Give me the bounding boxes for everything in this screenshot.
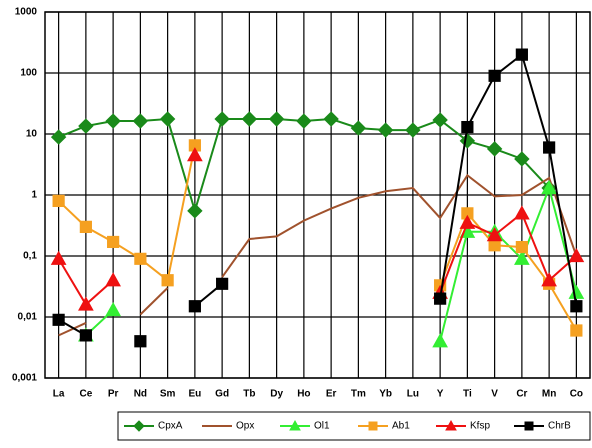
x-tick-label: Y — [437, 389, 444, 400]
y-tick-label: 10 — [26, 129, 38, 140]
marker — [486, 141, 503, 157]
marker — [187, 203, 203, 219]
legend-box — [117, 411, 591, 441]
marker — [107, 235, 120, 249]
legend-label: ChrB — [548, 421, 571, 432]
marker — [568, 247, 585, 263]
marker — [434, 292, 447, 305]
marker — [570, 300, 583, 313]
legend-label: CpxA — [158, 421, 183, 432]
marker — [214, 111, 230, 127]
marker — [514, 151, 530, 167]
x-tick-label: Gd — [215, 389, 229, 400]
y-tick-label: 1000 — [15, 7, 38, 18]
marker — [159, 111, 176, 127]
x-tick-label: Ce — [79, 389, 92, 400]
legend-label: Ab1 — [392, 421, 410, 432]
marker — [432, 112, 448, 128]
legend: CpxA Opx Ol1 Ab1 Kfsp ChrB — [117, 411, 591, 441]
legend-label: Ol1 — [314, 421, 330, 432]
marker — [187, 147, 203, 162]
marker — [459, 214, 476, 229]
marker — [132, 113, 149, 129]
y-tick-label: 100 — [20, 68, 37, 79]
marker — [268, 111, 285, 127]
marker — [134, 252, 147, 265]
x-tick-label: Pr — [108, 389, 119, 400]
marker — [515, 240, 528, 254]
legend-marker — [133, 420, 145, 432]
marker — [488, 69, 501, 82]
marker — [515, 48, 528, 61]
y-tick-label: 0,1 — [23, 251, 37, 262]
marker — [461, 120, 474, 134]
legend-marker — [289, 419, 301, 431]
series-line — [58, 173, 578, 337]
legend-label: Opx — [236, 421, 254, 432]
x-tick-label: La — [53, 389, 65, 400]
marker — [134, 335, 147, 348]
marker — [514, 205, 530, 220]
marker — [161, 274, 174, 287]
legend-marker — [524, 421, 534, 431]
marker — [79, 220, 92, 233]
marker — [405, 122, 421, 138]
marker — [541, 272, 557, 287]
legend-label: Kfsp — [470, 421, 490, 432]
marker — [241, 111, 258, 127]
marker — [105, 113, 121, 129]
marker — [79, 329, 92, 342]
marker — [105, 302, 121, 317]
marker — [323, 111, 339, 127]
x-tick-label: Yb — [379, 389, 392, 400]
x-tick-label: Er — [326, 389, 337, 400]
x-tick-label: Cr — [516, 389, 527, 400]
marker — [570, 324, 583, 337]
y-tick-label: 0,001 — [12, 373, 37, 384]
y-tick-label: 0,01 — [18, 312, 38, 323]
marker — [432, 333, 448, 348]
marker — [188, 300, 201, 313]
marker — [568, 284, 585, 299]
marker — [461, 207, 474, 220]
marker — [105, 272, 121, 287]
y-tick-label: 1 — [31, 190, 37, 201]
marker — [488, 239, 501, 252]
legend-marker — [368, 421, 378, 431]
marker — [541, 180, 557, 195]
marker — [52, 194, 65, 208]
x-tick-label: Co — [570, 389, 583, 400]
marker — [543, 141, 556, 154]
marker — [188, 139, 201, 152]
marker — [514, 250, 530, 265]
x-tick-label: Sm — [160, 389, 176, 400]
x-tick-label: V — [491, 389, 498, 400]
plot-frame — [44, 11, 591, 379]
legend-marker — [445, 419, 457, 431]
marker — [377, 122, 394, 138]
marker — [50, 129, 67, 145]
x-tick-label: Lu — [407, 389, 419, 400]
marker — [52, 313, 65, 326]
x-tick-label: Ti — [463, 389, 472, 400]
marker — [216, 277, 229, 290]
marker — [78, 118, 94, 134]
x-tick-label: Nd — [134, 389, 147, 400]
x-tick-label: Ho — [297, 389, 310, 400]
x-tick-label: Mn — [542, 389, 556, 400]
x-tick-label: Dy — [270, 389, 283, 400]
marker — [350, 120, 367, 136]
marker — [78, 296, 94, 311]
x-tick-label: Eu — [188, 389, 201, 400]
marker — [296, 113, 312, 129]
x-tick-label: Tb — [243, 389, 255, 400]
marker — [50, 250, 67, 265]
marker — [486, 227, 503, 242]
x-tick-label: Tm — [351, 389, 366, 400]
